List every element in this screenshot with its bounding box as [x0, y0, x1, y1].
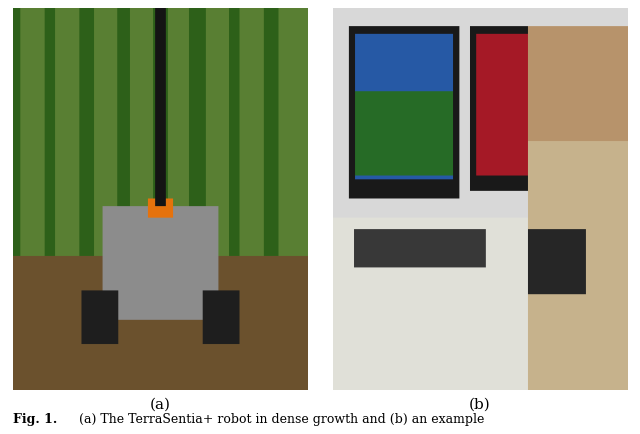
Text: Fig. 1.: Fig. 1. [13, 412, 57, 425]
Text: (b): (b) [469, 397, 491, 411]
Text: (a) The TerraSentia+ robot in dense growth and (b) an example: (a) The TerraSentia+ robot in dense grow… [67, 412, 484, 425]
Text: (a): (a) [150, 397, 170, 411]
